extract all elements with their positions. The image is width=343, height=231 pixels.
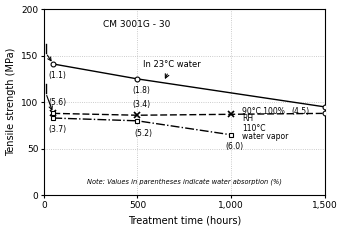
Text: (3.7): (3.7) bbox=[48, 125, 66, 134]
X-axis label: Treatment time (hours): Treatment time (hours) bbox=[128, 216, 241, 225]
Text: CM 3001G - 30: CM 3001G - 30 bbox=[103, 20, 170, 29]
Text: (6.0): (6.0) bbox=[226, 142, 244, 151]
Text: RH: RH bbox=[242, 113, 253, 122]
Text: (1.1): (1.1) bbox=[48, 71, 66, 80]
Text: (1.8): (1.8) bbox=[132, 86, 150, 95]
Text: 110°C: 110°C bbox=[242, 124, 266, 133]
Text: water vapor: water vapor bbox=[242, 132, 288, 141]
Text: (3.4): (3.4) bbox=[132, 100, 150, 109]
Text: (5.6): (5.6) bbox=[48, 98, 66, 107]
Text: Note: Values in parentheses indicate water absorption (%): Note: Values in parentheses indicate wat… bbox=[87, 179, 282, 185]
Y-axis label: Tensile strength (MPa): Tensile strength (MPa) bbox=[5, 48, 15, 156]
Text: 90°C 100%: 90°C 100% bbox=[242, 107, 285, 116]
Text: In 23°C water: In 23°C water bbox=[143, 60, 201, 78]
Text: (4.5): (4.5) bbox=[291, 107, 309, 116]
Text: (5.2): (5.2) bbox=[134, 129, 152, 138]
